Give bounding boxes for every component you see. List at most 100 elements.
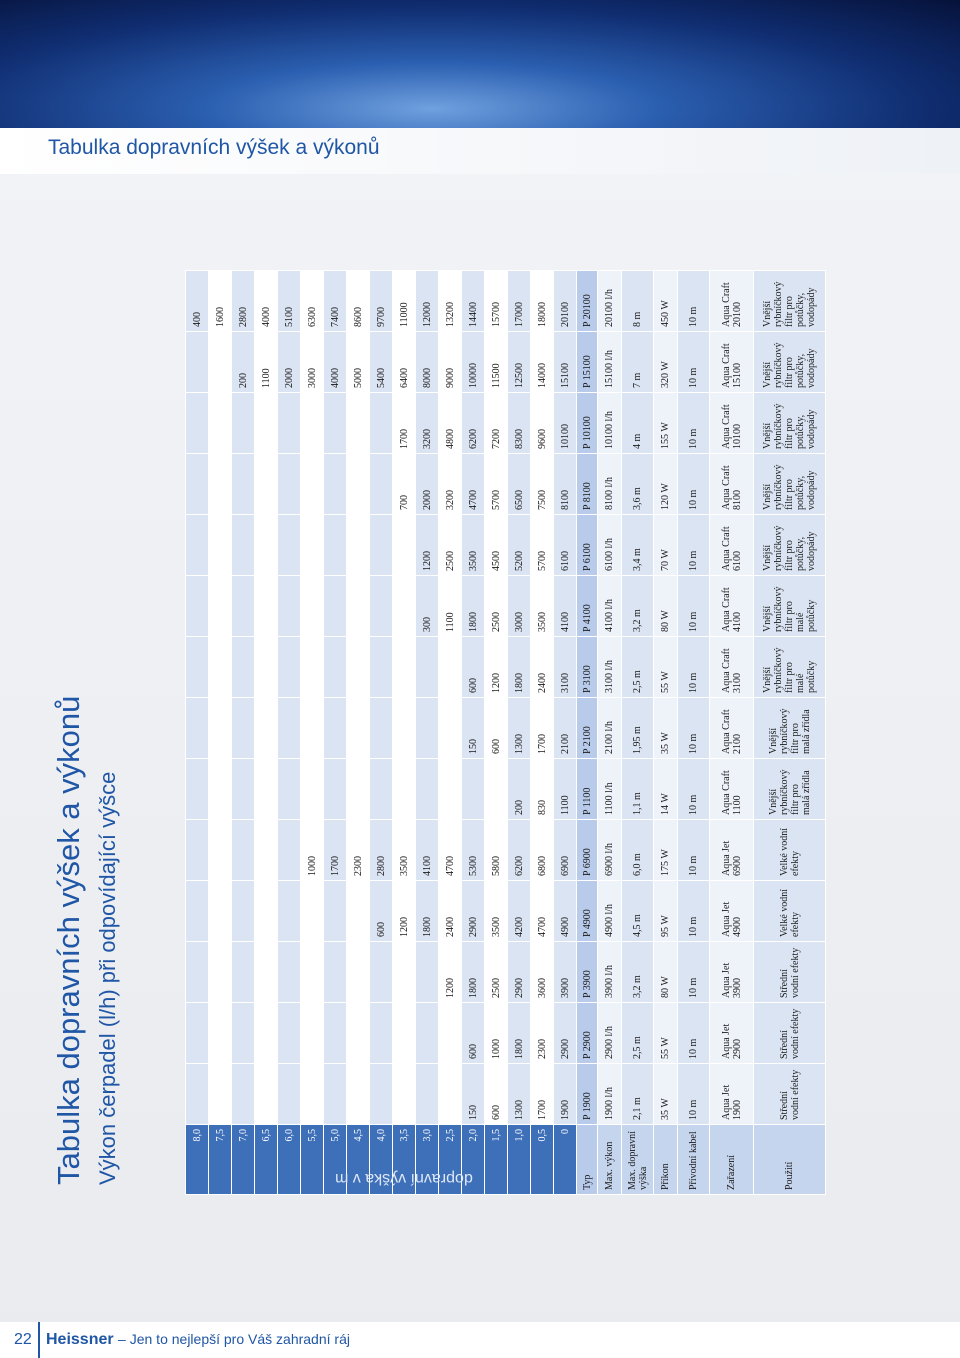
flow-cell: 700 <box>392 453 416 515</box>
type-cell: P 15100 <box>576 331 598 393</box>
type-cell: P 10100 <box>576 392 598 454</box>
empty-cell <box>254 758 278 820</box>
height-row: 2,5 1200 2400 4700 1100 2500 3200 4800 9000 13200 <box>438 270 462 1195</box>
empty-cell <box>346 514 370 576</box>
spec-cell: Aqua Craft 6100 <box>709 514 754 576</box>
type-cell: P 6900 <box>576 819 598 881</box>
flow-cell: 3500 <box>461 514 485 576</box>
height-row: 0 1900 2900 3900 4900 6900 1100 2100 3100 4100 610… <box>553 270 577 1195</box>
spec-cell: Aqua Jet 1900 <box>709 1063 754 1125</box>
empty-cell <box>277 697 301 759</box>
type-cell: P 20100 <box>576 270 598 332</box>
spec-label: Použití <box>753 1124 826 1195</box>
type-cell: P 3900 <box>576 941 598 1003</box>
empty-cell <box>392 636 416 698</box>
flow-cell: 6200 <box>461 392 485 454</box>
footer-divider <box>38 1322 40 1358</box>
flow-cell: 3500 <box>392 819 416 881</box>
flow-cell: 2000 <box>277 331 301 393</box>
empty-cell <box>277 1002 301 1064</box>
spec-row: Zařazení Aqua Jet 1900 Aqua Jet 2900 Aqua J… <box>709 270 754 1195</box>
empty-cell <box>323 514 347 576</box>
height-row: 4,5 2300 5000 8600 <box>346 270 370 1195</box>
spec-cell: Střední vodní efekty <box>753 1063 826 1125</box>
flow-cell: 14400 <box>461 270 485 332</box>
flow-cell: 200 <box>507 758 531 820</box>
flow-cell: 9000 <box>438 331 462 393</box>
flow-cell: 3500 <box>530 575 554 637</box>
spec-cell: 450 W <box>653 270 678 332</box>
flow-cell: 1200 <box>484 636 508 698</box>
spec-cell: 10 m <box>677 819 710 881</box>
spec-cell: Aqua Craft 20100 <box>709 270 754 332</box>
empty-cell <box>277 636 301 698</box>
flow-cell: 10100 <box>553 392 577 454</box>
spec-cell: 4,5 m <box>621 880 654 942</box>
height-label: 1,5 <box>484 1124 508 1195</box>
empty-cell <box>277 819 301 881</box>
empty-cell <box>277 880 301 942</box>
empty-cell <box>369 575 393 637</box>
spec-label: Příkon <box>653 1124 678 1195</box>
empty-cell <box>369 697 393 759</box>
empty-cell <box>369 1002 393 1064</box>
empty-cell <box>484 758 508 820</box>
empty-cell <box>277 575 301 637</box>
height-label: 6,0 <box>277 1124 301 1195</box>
flow-cell: 5700 <box>484 453 508 515</box>
flow-cell: 6200 <box>507 819 531 881</box>
spec-cell: Vnější rybníčkový filtr pro malé potůčky <box>753 636 826 698</box>
banner-title: Tabulka dopravních výšek a výkonů <box>48 136 380 159</box>
empty-cell <box>208 697 232 759</box>
empty-cell <box>392 1002 416 1064</box>
spec-cell: 10 m <box>677 880 710 942</box>
footer-brand: Heissner – Jen to nejlepší pro Váš zahra… <box>46 1331 350 1349</box>
flow-cell: 1700 <box>323 819 347 881</box>
flow-cell: 1700 <box>530 697 554 759</box>
empty-cell <box>185 636 209 698</box>
empty-cell <box>323 636 347 698</box>
flow-cell: 2800 <box>369 819 393 881</box>
flow-cell: 600 <box>484 697 508 759</box>
footer <box>0 1322 960 1358</box>
flow-cell: 2400 <box>438 880 462 942</box>
empty-cell <box>300 392 324 454</box>
empty-cell <box>231 819 255 881</box>
spec-cell: 3,2 m <box>621 575 654 637</box>
flow-cell: 150 <box>461 697 485 759</box>
empty-cell <box>254 941 278 1003</box>
spec-cell: Vnější rybníčkový filtr pro potůčky, vod… <box>753 331 826 393</box>
spec-cell: 10100 l/h <box>597 392 622 454</box>
spec-cell: 8100 l/h <box>597 453 622 515</box>
empty-cell <box>208 819 232 881</box>
spec-cell: 7 m <box>621 331 654 393</box>
empty-cell <box>369 392 393 454</box>
type-cell: P 3100 <box>576 636 598 698</box>
empty-cell <box>277 941 301 1003</box>
spec-cell: 2,5 m <box>621 636 654 698</box>
height-row: 4,0 600 2800 5400 9700 <box>369 270 393 1195</box>
spec-cell: Aqua Jet 3900 <box>709 941 754 1003</box>
spec-cell: Velké vodní efekty <box>753 880 826 942</box>
height-row: 3,5 1200 3500 700 1700 6400 11000 <box>392 270 416 1195</box>
empty-cell <box>392 941 416 1003</box>
flow-cell: 2100 <box>553 697 577 759</box>
empty-cell <box>300 575 324 637</box>
flow-cell: 5200 <box>507 514 531 576</box>
flow-cell: 8000 <box>415 331 439 393</box>
empty-cell <box>369 453 393 515</box>
flow-cell: 1700 <box>530 1063 554 1125</box>
spec-cell: Vnější rybníčkový filtr pro potůčky, vod… <box>753 453 826 515</box>
flow-cell: 15100 <box>553 331 577 393</box>
empty-cell <box>231 1063 255 1125</box>
page-number: 22 <box>14 1331 32 1348</box>
flow-cell: 3600 <box>530 941 554 1003</box>
type-row: Typ P 1900 P 2900 P 3900 P 4900 P 6900 P 1100 P… <box>576 270 598 1195</box>
flow-cell: 4100 <box>415 819 439 881</box>
flow-cell: 2900 <box>461 880 485 942</box>
flow-cell: 8100 <box>553 453 577 515</box>
flow-cell: 13200 <box>438 270 462 332</box>
empty-cell <box>369 1063 393 1125</box>
empty-cell <box>254 1002 278 1064</box>
